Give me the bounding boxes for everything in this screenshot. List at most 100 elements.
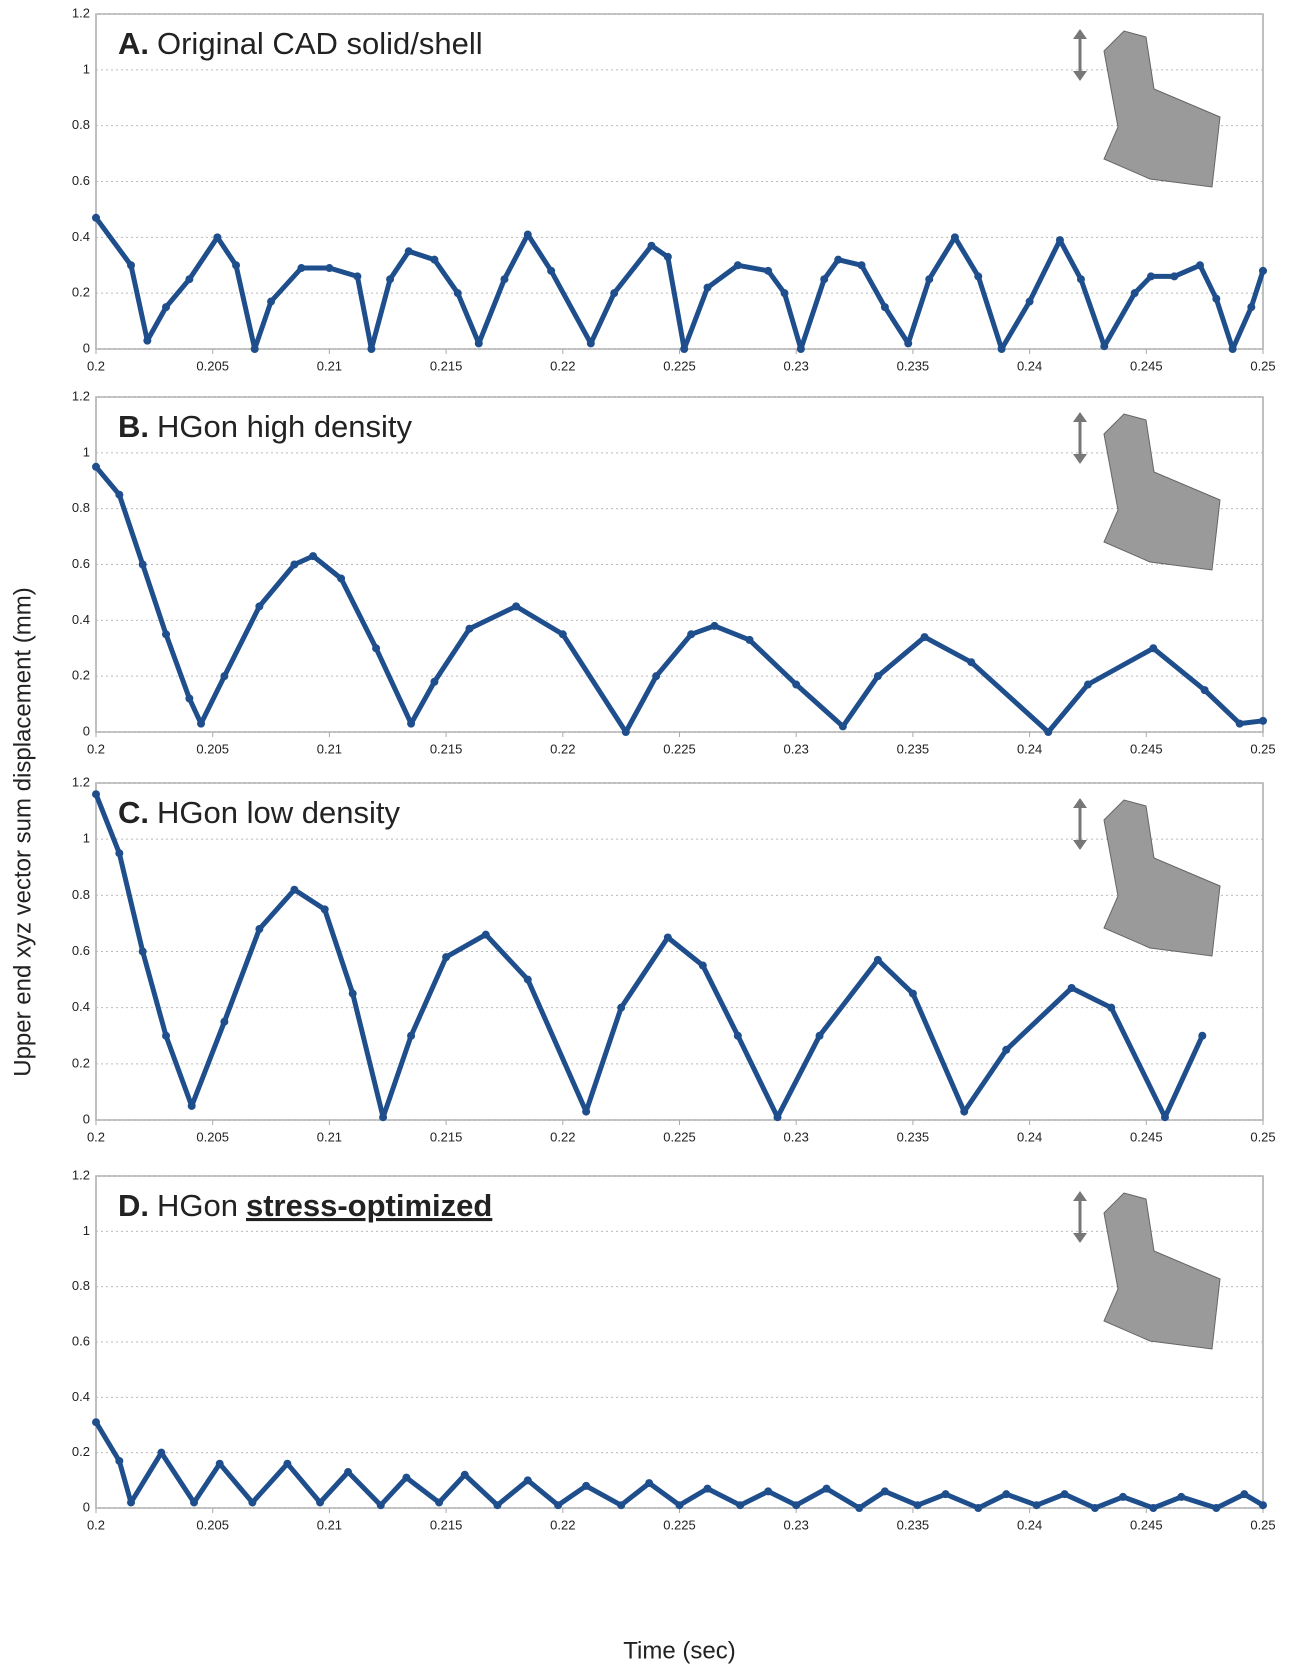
y-tick-label: 0.6 xyxy=(72,943,90,958)
data-point xyxy=(1107,1004,1115,1012)
panel-title: C.HGon low density xyxy=(118,795,400,830)
data-point xyxy=(1259,717,1267,725)
y-tick-label: 1 xyxy=(83,831,90,846)
data-point xyxy=(1149,644,1157,652)
data-point xyxy=(162,630,170,638)
x-tick-label: 0.23 xyxy=(784,358,809,373)
data-point xyxy=(914,1501,922,1509)
data-point xyxy=(622,728,630,736)
panel-text: HGon low density xyxy=(157,795,400,830)
data-point xyxy=(582,1482,590,1490)
data-point xyxy=(617,1004,625,1012)
data-point xyxy=(162,303,170,311)
data-point xyxy=(127,1498,135,1506)
data-point xyxy=(1077,275,1085,283)
data-point xyxy=(248,1498,256,1506)
x-tick-label: 0.225 xyxy=(663,1129,696,1144)
data-point xyxy=(337,574,345,582)
x-tick-label: 0.23 xyxy=(784,741,809,756)
x-tick-label: 0.21 xyxy=(317,741,342,756)
data-point xyxy=(185,695,193,703)
data-point xyxy=(377,1501,385,1509)
data-point xyxy=(1068,984,1076,992)
data-point xyxy=(157,1449,165,1457)
data-point xyxy=(1177,1493,1185,1501)
data-point xyxy=(582,1108,590,1116)
data-point xyxy=(353,272,361,280)
data-point xyxy=(1119,1493,1127,1501)
y-tick-label: 0.4 xyxy=(72,612,90,627)
data-point xyxy=(1198,1032,1206,1040)
data-point xyxy=(736,1501,744,1509)
panel-title: A.Original CAD solid/shell xyxy=(118,26,483,61)
data-point xyxy=(664,253,672,261)
data-point xyxy=(92,790,100,798)
data-point xyxy=(951,233,959,241)
data-point xyxy=(493,1501,501,1509)
x-tick-label: 0.235 xyxy=(897,1129,930,1144)
data-point xyxy=(216,1460,224,1468)
panel-text: Original CAD solid/shell xyxy=(157,26,483,61)
panel-label: D. xyxy=(118,1188,149,1223)
x-tick-label: 0.22 xyxy=(550,1129,575,1144)
data-point xyxy=(442,953,450,961)
x-tick-label: 0.225 xyxy=(663,358,696,373)
y-axis-label: Upper end xyz vector sum displacement (m… xyxy=(9,587,36,1077)
data-point xyxy=(512,602,520,610)
y-tick-label: 1 xyxy=(83,1223,90,1238)
data-point xyxy=(874,672,882,680)
y-tick-label: 0 xyxy=(83,340,90,355)
data-point xyxy=(115,1457,123,1465)
data-point xyxy=(372,644,380,652)
data-point xyxy=(344,1468,352,1476)
data-point xyxy=(904,339,912,347)
y-tick-label: 0.8 xyxy=(72,500,90,515)
x-tick-label: 0.2 xyxy=(87,1517,105,1532)
data-point xyxy=(290,561,298,569)
y-tick-label: 0.6 xyxy=(72,1333,90,1348)
x-tick-label: 0.245 xyxy=(1130,1517,1163,1532)
x-tick-label: 0.23 xyxy=(784,1517,809,1532)
data-point xyxy=(185,275,193,283)
figure: Time (sec) Upper end xyz vector sum disp… xyxy=(0,0,1297,1665)
y-tick-label: 1 xyxy=(83,444,90,459)
data-point xyxy=(1002,1046,1010,1054)
x-tick-label: 0.215 xyxy=(430,1129,463,1144)
y-tick-label: 0 xyxy=(83,1111,90,1126)
data-point xyxy=(792,681,800,689)
data-point xyxy=(283,1460,291,1468)
data-point xyxy=(1084,681,1092,689)
data-point xyxy=(909,990,917,998)
data-point xyxy=(1201,686,1209,694)
data-point xyxy=(255,925,263,933)
data-point xyxy=(115,491,123,499)
data-point xyxy=(405,247,413,255)
y-tick-label: 0.2 xyxy=(72,1444,90,1459)
data-point xyxy=(255,602,263,610)
x-tick-label: 0.25 xyxy=(1250,1517,1275,1532)
x-tick-label: 0.25 xyxy=(1250,741,1275,756)
data-point xyxy=(781,289,789,297)
data-line xyxy=(96,794,1202,1117)
data-point xyxy=(881,1487,889,1495)
data-point xyxy=(711,622,719,630)
y-tick-label: 0.4 xyxy=(72,999,90,1014)
x-tick-label: 0.205 xyxy=(196,1517,229,1532)
data-point xyxy=(139,948,147,956)
data-point xyxy=(402,1474,410,1482)
data-point xyxy=(92,214,100,222)
data-point xyxy=(316,1498,324,1506)
data-point xyxy=(1170,272,1178,280)
data-point xyxy=(139,561,147,569)
data-point xyxy=(386,275,394,283)
x-tick-label: 0.21 xyxy=(317,358,342,373)
data-point xyxy=(704,1485,712,1493)
y-tick-label: 1.2 xyxy=(72,774,90,789)
data-point xyxy=(734,1032,742,1040)
inset-shape xyxy=(1104,1193,1220,1349)
data-point xyxy=(143,337,151,345)
data-point xyxy=(687,630,695,638)
panel-label: B. xyxy=(118,409,149,444)
x-tick-label: 0.235 xyxy=(897,358,930,373)
